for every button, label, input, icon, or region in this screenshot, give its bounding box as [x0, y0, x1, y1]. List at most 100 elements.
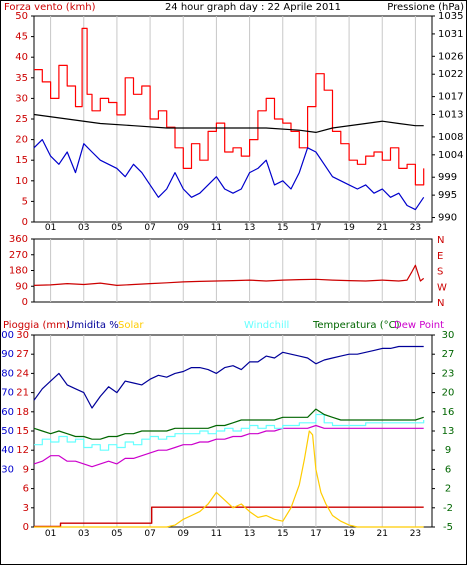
wind-y-tick-label: 0 — [22, 217, 28, 228]
humidity-line — [33, 345, 424, 409]
wind-y-tick-label: 20 — [15, 135, 28, 146]
humidity-y-tick-label: 30 — [1, 464, 14, 475]
wind-x-tick-label: 03 — [78, 223, 89, 233]
direction-y-tick-label: 270 — [9, 250, 28, 261]
wind-x-tick-label: 09 — [178, 223, 190, 233]
wind-x-tick-label: 07 — [144, 223, 155, 233]
wind-y-tick-label: 35 — [15, 73, 28, 84]
rain-y-tick-label: 15 — [16, 426, 29, 437]
pressure-y-tick-label: 1022 — [438, 69, 463, 80]
pressure-y-tick-label: 1026 — [438, 51, 463, 62]
humidity-y-tick-label: 60 — [1, 407, 14, 418]
pressure-y-tick-label: 1008 — [438, 132, 463, 143]
rain-y-tick-label: 9 — [23, 464, 29, 475]
humidity-y-tick-label: 80 — [1, 368, 14, 379]
wind-direction-line — [33, 264, 425, 286]
compass-label: W — [437, 282, 447, 293]
wind-plot-area — [33, 15, 433, 223]
climate-x-tick-label: 03 — [78, 529, 89, 539]
wind-y-tick-label: 45 — [15, 32, 28, 43]
chart-title: 24 hour graph day : 22 Aprile 2011 — [165, 2, 341, 13]
wind-x-tick-label: 15 — [277, 223, 288, 233]
windchill-line — [34, 413, 425, 451]
rain-y-tick-label: 18 — [16, 407, 29, 418]
legend-windchill: Windchill — [244, 320, 289, 331]
temperature-line — [33, 408, 424, 440]
wind-x-tick-label: 01 — [45, 223, 56, 233]
wind-direction-panel: 0 N 90 W 180 S 270 E 360 N — [9, 234, 447, 309]
pressure-y-tick-label: 995 — [438, 190, 457, 201]
rain-y-tick-label: 3 — [23, 503, 29, 514]
wind-pressure-panel: 0510152025303540455099099599910041008101… — [15, 11, 463, 233]
compass-label: N — [437, 298, 444, 309]
wind-x-tick-label: 13 — [244, 223, 255, 233]
pressure-y-tick-label: 999 — [438, 172, 457, 183]
climate-x-tick-label: 23 — [410, 529, 421, 539]
rain-y-tick-label: 24 — [16, 368, 29, 379]
temperature-y-tick-label: 9 — [445, 445, 451, 456]
wind-y-tick-label: 40 — [15, 52, 28, 63]
pressure-y-tick-label: 1035 — [438, 11, 463, 22]
wind-x-tick-label: 19 — [343, 223, 355, 233]
direction-y-tick-label: 180 — [9, 266, 28, 277]
solar-line — [34, 430, 424, 528]
climate-x-tick-label: 09 — [178, 529, 190, 539]
wind-y-tick-label: 10 — [15, 176, 28, 187]
wind-y-tick-label: 25 — [15, 114, 28, 125]
wind-gust-line — [34, 27, 425, 186]
temperature-y-tick-label: 30 — [442, 330, 455, 341]
temperature-y-tick-label: 27 — [442, 349, 455, 360]
climate-x-tick-label: 15 — [277, 529, 288, 539]
legend-solar: Solar — [118, 320, 144, 331]
wind-x-tick-label: 05 — [111, 223, 122, 233]
temperature-y-tick-label: 2 — [445, 484, 451, 495]
temperature-y-tick-label: 23 — [442, 368, 455, 379]
pressure-y-tick-label: 990 — [438, 213, 457, 224]
pressure-y-tick-label: 1017 — [438, 92, 463, 103]
wind-y-tick-label: 15 — [15, 155, 28, 166]
climate-x-tick-label: 05 — [111, 529, 122, 539]
temperature-y-tick-label: 16 — [442, 407, 455, 418]
climate-x-tick-label: 01 — [45, 529, 56, 539]
direction-y-tick-label: 90 — [15, 281, 28, 292]
humidity-y-tick-label: 40 — [1, 445, 14, 456]
temperature-y-tick-label: -2 — [443, 503, 453, 514]
wind-x-tick-label: 17 — [310, 223, 321, 233]
pressure-y-tick-label: 1031 — [438, 29, 463, 40]
wind-x-tick-label: 11 — [211, 223, 222, 233]
legend-humidity: Umidita % — [67, 320, 119, 331]
legend-temperature: Temperatura (°C) — [312, 320, 400, 331]
direction-plot-area — [33, 238, 433, 303]
climate-x-tick-label: 13 — [244, 529, 255, 539]
pressure-line — [33, 113, 424, 133]
humidity-y-tick-label: 100 — [0, 330, 14, 341]
climate-x-tick-label: 07 — [144, 529, 155, 539]
temperature-y-tick-label: 20 — [442, 388, 455, 399]
wind-x-tick-label: 21 — [377, 223, 388, 233]
climate-panel: 03691215182124273030405060708090100-5-22… — [0, 330, 454, 539]
compass-label: S — [437, 267, 443, 278]
humidity-y-tick-label: 90 — [1, 349, 14, 360]
pressure-y-tick-label: 1013 — [438, 110, 463, 121]
temperature-y-tick-label: 13 — [442, 426, 455, 437]
wind-y-tick-label: 30 — [15, 93, 28, 104]
rain-y-tick-label: 30 — [16, 330, 29, 341]
rain-y-tick-label: 27 — [16, 349, 29, 360]
wind-average-line — [33, 139, 425, 211]
wind-y-tick-label: 5 — [22, 196, 28, 207]
climate-x-tick-label: 19 — [343, 529, 355, 539]
temperature-y-tick-label: -5 — [443, 522, 453, 533]
direction-y-tick-label: 360 — [9, 234, 28, 245]
pressure-y-tick-label: 1004 — [438, 150, 463, 161]
rain-y-tick-label: 6 — [23, 484, 29, 495]
legend-dew-point: Dew Point — [394, 320, 444, 331]
climate-x-tick-label: 11 — [211, 529, 222, 539]
climate-x-tick-label: 17 — [310, 529, 321, 539]
pressure-axis-label: Pressione (hPa) — [387, 2, 464, 13]
wind-x-tick-label: 23 — [410, 223, 421, 233]
dew-point-line — [33, 424, 424, 468]
humidity-y-tick-label: 50 — [1, 426, 14, 437]
rain-y-tick-label: 0 — [23, 522, 29, 533]
